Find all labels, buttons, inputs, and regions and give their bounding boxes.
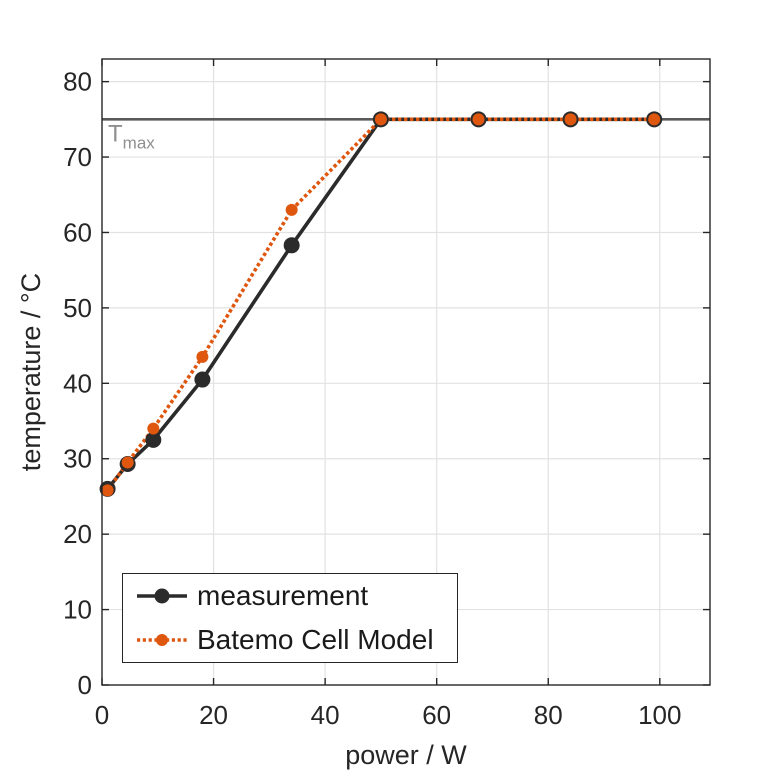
series-line-model: [106, 117, 655, 492]
x-tick-label-0: 0: [95, 700, 109, 730]
legend-label-model: Batemo Cell Model: [197, 624, 434, 655]
legend-item-measurement: measurement: [123, 574, 457, 618]
x-tick-label-100: 100: [638, 700, 681, 730]
y-tick-label-70: 70: [63, 142, 92, 172]
data-point-model-6: [472, 113, 485, 126]
data-point-model-7: [564, 113, 577, 126]
y-tick-label-60: 60: [63, 217, 92, 247]
legend-label-measurement: measurement: [197, 580, 369, 611]
data-point-model-4: [285, 203, 298, 216]
x-tick-label-40: 40: [311, 700, 340, 730]
legend-marker-sample-measurement: [154, 588, 170, 604]
data-point-measurement-3: [194, 371, 211, 388]
y-tick-label-40: 40: [63, 368, 92, 398]
x-tick-label-20: 20: [199, 700, 228, 730]
y-tick-label-0: 0: [78, 670, 92, 700]
data-point-model-0: [101, 484, 114, 497]
data-point-measurement-2: [145, 431, 162, 448]
y-axis-label: temperature / °C: [16, 273, 46, 471]
legend-marker-sample-model: [156, 634, 168, 646]
data-point-model-5: [374, 113, 387, 126]
legend: measurement Batemo Cell Model: [122, 573, 458, 663]
series-line-measurement: [106, 117, 655, 491]
y-tick-label-30: 30: [63, 444, 92, 474]
x-axis-label: power / W: [345, 740, 467, 770]
data-point-model-8: [648, 113, 661, 126]
x-tick-label-60: 60: [422, 700, 451, 730]
y-tick-label-50: 50: [63, 293, 92, 323]
y-tick-label-10: 10: [63, 595, 92, 625]
data-point-measurement-4: [283, 237, 300, 254]
data-point-model-2: [147, 422, 160, 435]
data-point-model-3: [196, 350, 209, 363]
tmax-label: Tmax: [108, 120, 155, 152]
legend-swatch-measurement: [137, 588, 187, 604]
y-tick-label-80: 80: [63, 67, 92, 97]
legend-item-model: Batemo Cell Model: [123, 618, 457, 662]
x-tick-label-80: 80: [534, 700, 563, 730]
y-tick-label-20: 20: [63, 519, 92, 549]
plot-border: [101, 58, 711, 686]
data-point-model-1: [121, 456, 134, 469]
legend-swatch-model: [137, 634, 187, 646]
